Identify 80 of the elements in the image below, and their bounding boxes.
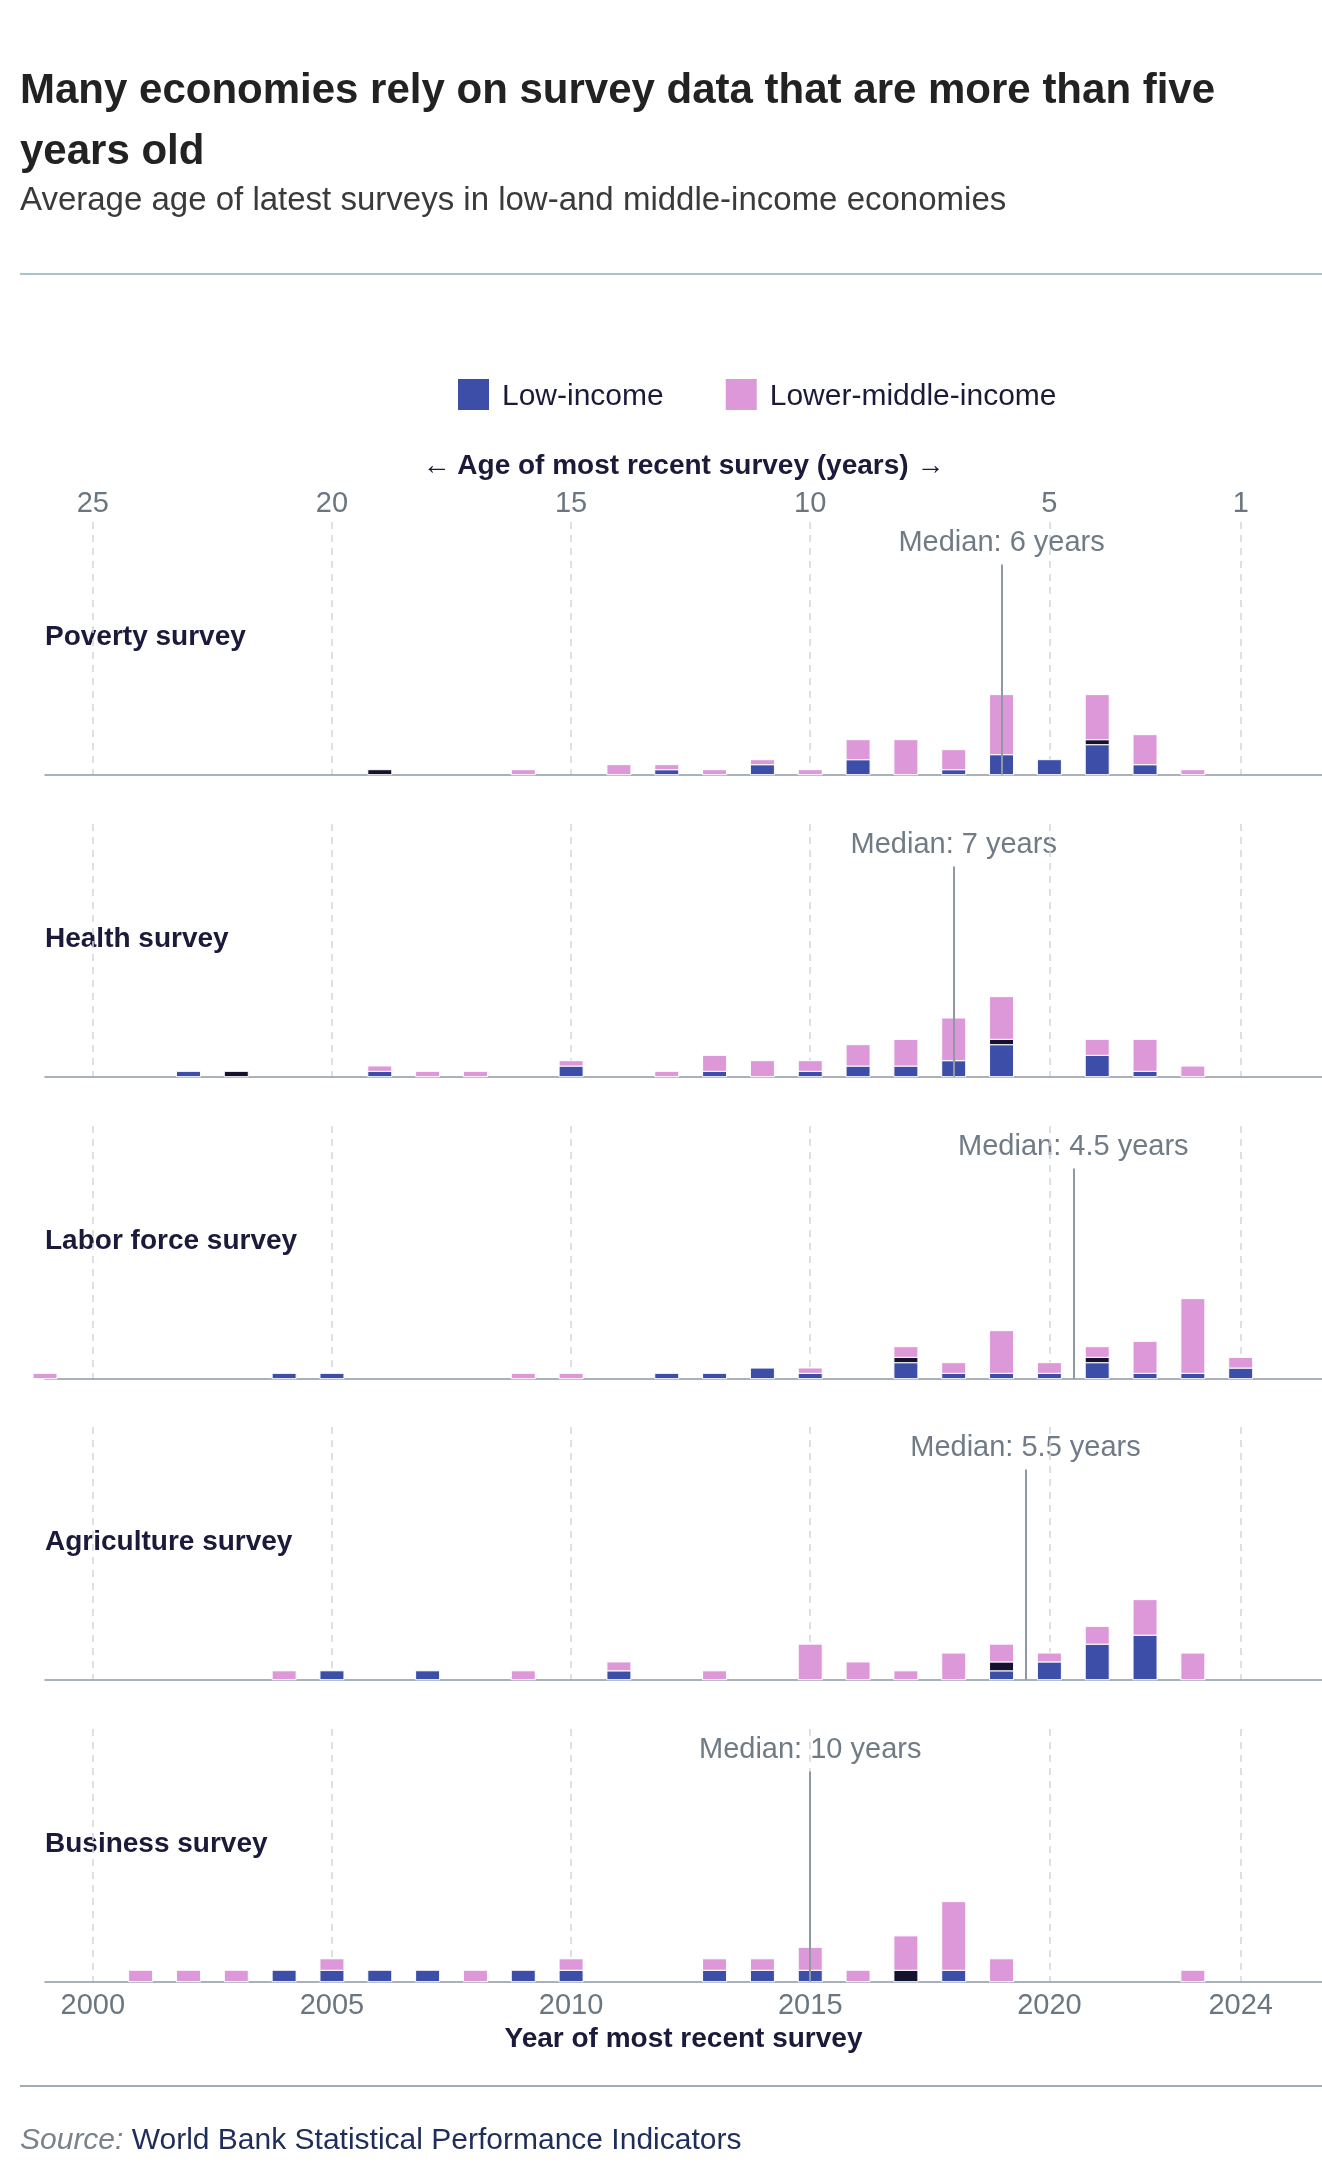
bar (367, 769, 393, 776)
bar (128, 1969, 154, 1983)
bar (271, 1969, 297, 1983)
x2-tick-label: 25 (76, 485, 109, 518)
x2-tick-label: 1 (1232, 485, 1249, 518)
y-axis-title: Business survey (45, 1827, 268, 1859)
bar (175, 1969, 201, 1983)
x2-tick-label: 5 (1041, 485, 1058, 518)
bar (893, 739, 919, 776)
text: Median: 4.5 years (958, 1128, 1189, 1161)
bar (893, 1361, 919, 1379)
bar (319, 1372, 345, 1379)
bar (415, 1969, 441, 1983)
bar (319, 1670, 345, 1681)
ref-line-label: Median: 6 years (898, 525, 1105, 558)
x2-tick-label: 20 (315, 485, 349, 518)
bar (462, 1969, 488, 1983)
bar (510, 1670, 536, 1681)
x2-tick-label: 10 (794, 485, 827, 518)
legend-label: Low-income (502, 378, 664, 411)
bar (702, 1670, 728, 1681)
bar (989, 1043, 1015, 1077)
bar (1180, 1652, 1206, 1681)
bar (271, 1670, 297, 1681)
bar (271, 1372, 297, 1379)
bar (606, 764, 632, 776)
chart-subtitle: Average age of latest surveys in low-and middle-income economies (20, 179, 1008, 219)
legend-label: Lower-middle-income (769, 378, 1057, 411)
x-tick-label: 2015 (777, 1988, 843, 2021)
text: Median: 10 years (699, 1732, 922, 1765)
bar (941, 749, 967, 771)
x-tick-label: 2010 (538, 1988, 604, 2021)
bar (1084, 694, 1110, 741)
chart-title: Many economies rely on survey data that are more than five years old (20, 64, 1217, 175)
x-tick-label: 2020 (1017, 1988, 1082, 2021)
bar (223, 1969, 249, 1983)
bar (175, 1070, 201, 1077)
x2-axis-title: ← Age of most recent survey (years) → (422, 448, 945, 480)
x-tick-label: 2024 (1208, 1988, 1273, 2021)
x2-tick-label: 15 (554, 485, 588, 518)
bar (654, 764, 680, 771)
bar (702, 769, 728, 776)
y-axis-title: Labor force survey (45, 1223, 298, 1255)
bar (654, 1070, 680, 1077)
bar (654, 1372, 680, 1379)
y-axis-title: Health survey (45, 921, 230, 953)
bar (941, 1652, 967, 1681)
bar (749, 1367, 775, 1379)
bar (223, 1070, 249, 1077)
bar (1084, 1361, 1110, 1379)
bar (797, 1644, 823, 1681)
bar (462, 1070, 488, 1077)
x-tick-label: 2005 (299, 1988, 365, 2021)
x-axis-title: Year of most recent survey (504, 2022, 863, 2054)
bar (749, 1059, 775, 1077)
text: Median: 7 years (850, 826, 1057, 859)
bar (1180, 769, 1206, 776)
source-note: Source: World Bank Statistical Performance Indicators (20, 2121, 742, 2155)
bar (367, 1969, 393, 1983)
bar (893, 1670, 919, 1681)
bar (415, 1070, 441, 1077)
bar (1180, 1969, 1206, 1983)
bar (1180, 1065, 1206, 1077)
bar (845, 1661, 871, 1681)
bar (1036, 759, 1062, 776)
bar (32, 1372, 58, 1379)
bar (1084, 744, 1110, 776)
bar (845, 1969, 871, 1983)
x-tick-label: 2000 (60, 1988, 126, 2021)
bar (989, 1958, 1015, 1983)
bar (415, 1670, 441, 1681)
bar (558, 1372, 584, 1379)
text: Median: 5.5 years (910, 1430, 1141, 1463)
y-axis-title: Poverty survey (45, 620, 247, 651)
y-axis-title: Agriculture survey (45, 1525, 293, 1557)
bar (510, 769, 536, 776)
bar (510, 1372, 536, 1379)
bar (702, 1372, 728, 1379)
bar (510, 1969, 536, 1983)
bar (797, 769, 823, 776)
